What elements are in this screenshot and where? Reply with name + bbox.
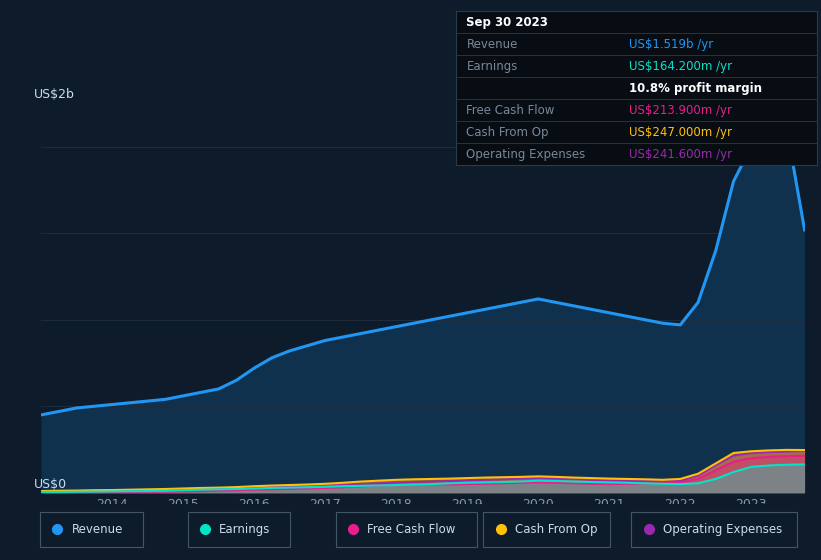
Text: US$213.900m /yr: US$213.900m /yr bbox=[629, 104, 732, 116]
Text: US$164.200m /yr: US$164.200m /yr bbox=[629, 60, 732, 73]
Text: Sep 30 2023: Sep 30 2023 bbox=[466, 16, 548, 29]
Text: Earnings: Earnings bbox=[219, 522, 271, 536]
Text: Operating Expenses: Operating Expenses bbox=[466, 148, 585, 161]
Text: US$1.519b /yr: US$1.519b /yr bbox=[629, 38, 713, 51]
Text: Free Cash Flow: Free Cash Flow bbox=[466, 104, 555, 116]
Text: US$241.600m /yr: US$241.600m /yr bbox=[629, 148, 732, 161]
Text: Operating Expenses: Operating Expenses bbox=[663, 522, 782, 536]
Text: 10.8% profit margin: 10.8% profit margin bbox=[629, 82, 762, 95]
Text: US$0: US$0 bbox=[34, 478, 67, 491]
Text: Revenue: Revenue bbox=[71, 522, 123, 536]
Text: Free Cash Flow: Free Cash Flow bbox=[367, 522, 456, 536]
Text: Cash From Op: Cash From Op bbox=[466, 125, 549, 139]
Text: Revenue: Revenue bbox=[466, 38, 518, 51]
Text: US$2b: US$2b bbox=[34, 87, 74, 101]
Text: US$247.000m /yr: US$247.000m /yr bbox=[629, 125, 732, 139]
Text: Cash From Op: Cash From Op bbox=[515, 522, 598, 536]
Text: Earnings: Earnings bbox=[466, 60, 518, 73]
